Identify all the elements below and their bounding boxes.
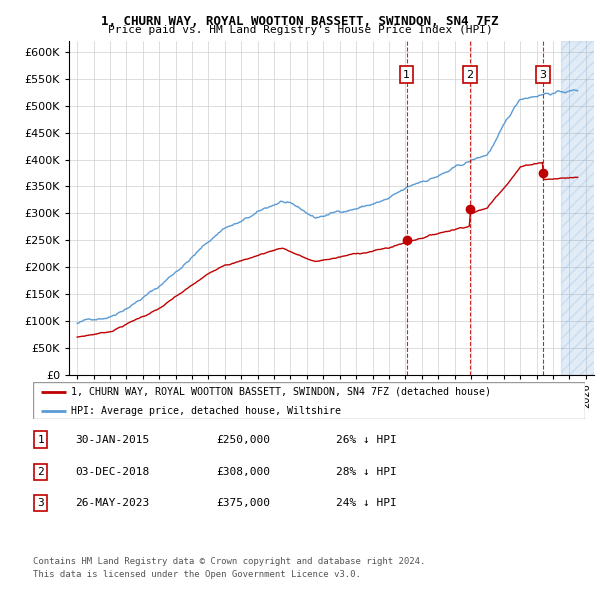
- Text: £308,000: £308,000: [216, 467, 270, 477]
- FancyBboxPatch shape: [33, 382, 585, 419]
- Text: 26% ↓ HPI: 26% ↓ HPI: [336, 435, 397, 444]
- Text: 3: 3: [37, 498, 44, 507]
- Text: 1, CHURN WAY, ROYAL WOOTTON BASSETT, SWINDON, SN4 7FZ (detached house): 1, CHURN WAY, ROYAL WOOTTON BASSETT, SWI…: [71, 387, 491, 397]
- Text: £250,000: £250,000: [216, 435, 270, 444]
- Text: 28% ↓ HPI: 28% ↓ HPI: [336, 467, 397, 477]
- Text: 30-JAN-2015: 30-JAN-2015: [75, 435, 149, 444]
- Text: Contains HM Land Registry data © Crown copyright and database right 2024.: Contains HM Land Registry data © Crown c…: [33, 558, 425, 566]
- Bar: [561, 41, 600, 375]
- Text: Price paid vs. HM Land Registry's House Price Index (HPI): Price paid vs. HM Land Registry's House …: [107, 25, 493, 35]
- Text: HPI: Average price, detached house, Wiltshire: HPI: Average price, detached house, Wilt…: [71, 406, 341, 416]
- Text: 1: 1: [37, 435, 44, 444]
- Text: 2: 2: [466, 70, 473, 80]
- Text: 24% ↓ HPI: 24% ↓ HPI: [336, 498, 397, 507]
- Text: 1: 1: [403, 70, 410, 80]
- Text: 1, CHURN WAY, ROYAL WOOTTON BASSETT, SWINDON, SN4 7FZ: 1, CHURN WAY, ROYAL WOOTTON BASSETT, SWI…: [101, 15, 499, 28]
- Text: This data is licensed under the Open Government Licence v3.0.: This data is licensed under the Open Gov…: [33, 571, 361, 579]
- Text: 26-MAY-2023: 26-MAY-2023: [75, 498, 149, 507]
- Text: £375,000: £375,000: [216, 498, 270, 507]
- Text: 3: 3: [539, 70, 547, 80]
- Text: 03-DEC-2018: 03-DEC-2018: [75, 467, 149, 477]
- Text: 2: 2: [37, 467, 44, 477]
